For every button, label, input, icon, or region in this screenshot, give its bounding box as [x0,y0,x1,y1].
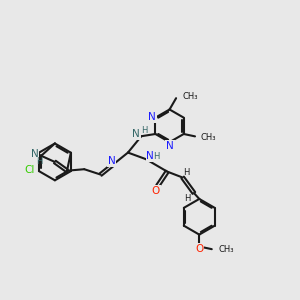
Text: N: N [146,151,154,161]
Text: CH₃: CH₃ [183,92,198,101]
Text: CH₃: CH₃ [218,245,234,254]
Text: N: N [31,149,38,159]
Text: N: N [166,141,174,151]
Text: N: N [108,157,116,166]
Text: O: O [152,186,160,196]
Text: CH₃: CH₃ [200,134,216,142]
Text: N: N [132,129,140,139]
Text: H: H [141,126,148,135]
Text: H: H [36,157,42,166]
Text: O: O [195,244,203,254]
Text: H: H [184,168,190,177]
Text: H: H [184,194,190,203]
Text: H: H [154,152,160,160]
Text: Cl: Cl [24,165,34,175]
Text: N: N [148,112,156,122]
